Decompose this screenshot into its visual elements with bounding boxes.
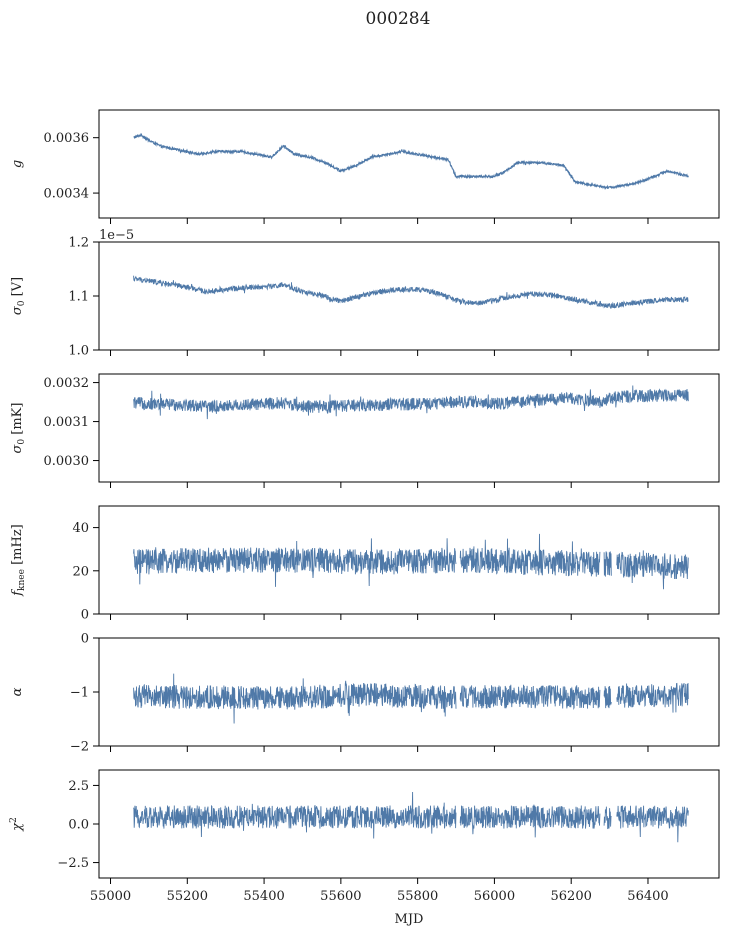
y-tick-label: 0.0 [68, 818, 89, 833]
series-line [133, 275, 689, 309]
y-tick-label: 0 [81, 632, 89, 647]
y-tick-label: 2.5 [68, 779, 89, 794]
x-tick-label: 55400 [243, 889, 284, 904]
panel-2: 1.0 1.1 1.2 1e−5 σ0 [V] [10, 228, 720, 359]
x-tick-label: 56200 [551, 889, 592, 904]
y-tick-label: 0.0031 [44, 415, 90, 430]
y-tick-label: −2 [70, 740, 89, 755]
axes-frame [98, 373, 720, 483]
y-tick-label: 20 [72, 564, 89, 579]
axes-frame [98, 109, 720, 219]
y-offset-label: 1e−5 [99, 228, 134, 243]
series-line [133, 385, 689, 420]
y-tick-label: 0.0036 [44, 131, 90, 146]
y-tick-label: 1.2 [68, 236, 89, 251]
series-line [133, 791, 689, 843]
y-tick-label: 1.1 [68, 290, 89, 305]
series-line [133, 132, 689, 190]
figure-title: 000284 [366, 9, 431, 29]
y-tick-label: 40 [72, 521, 89, 536]
panel-6: −2.5 0.0 2.5 55000 55200 55400 55600 55800 56000… [9, 769, 720, 904]
panel-3: 0.0030 0.0031 0.0032 σ0 [mK] [10, 373, 720, 488]
y-tick-label: 0 [81, 608, 89, 623]
x-tick-label: 55200 [167, 889, 208, 904]
y-axis-label: α [10, 687, 25, 696]
y-axis-label: σ0 [V] [10, 277, 27, 315]
y-tick-label: −1 [70, 686, 89, 701]
x-tick-label: 56400 [627, 889, 668, 904]
axes-frame [98, 241, 720, 351]
y-tick-label: 0.0034 [44, 187, 90, 202]
x-tick-label: 56000 [474, 889, 515, 904]
y-axis-label: χ2 [9, 817, 25, 832]
x-tick-label: 55600 [320, 889, 361, 904]
y-axis-label: g [10, 160, 25, 168]
y-tick-label: −2.5 [57, 856, 89, 871]
y-axis-label: σ0 [mK] [10, 403, 27, 454]
y-axis-label: fknee [mHz] [10, 524, 27, 597]
x-axis-label: MJD [395, 912, 424, 927]
y-tick-label: 0.0032 [44, 376, 90, 391]
axes-frame [98, 505, 720, 615]
panel-1: 0.0034 0.0036 g [10, 109, 720, 224]
panel-5: −2 −1 0 α [10, 632, 720, 755]
series-line [133, 533, 689, 590]
y-tick-label: 0.0030 [44, 454, 90, 469]
panel-4: 0 20 40 fknee [mHz] [10, 505, 720, 623]
x-tick-label: 55000 [90, 889, 131, 904]
x-tick-label: 55800 [397, 889, 438, 904]
series-line [133, 673, 689, 724]
y-tick-label: 1.0 [68, 344, 89, 359]
